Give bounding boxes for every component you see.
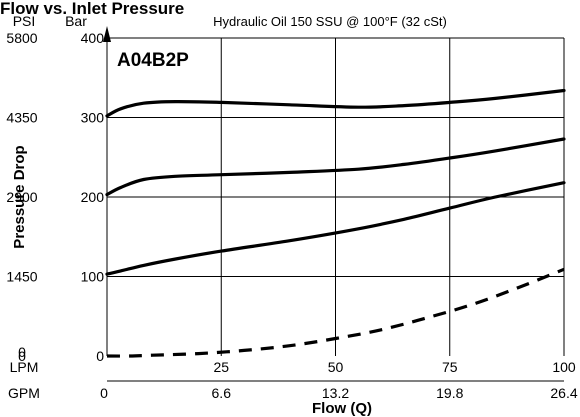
x-tick-label-origin: 0 xyxy=(18,344,26,360)
y-tick-label-bar: 300 xyxy=(81,110,105,126)
y-tick-label-psi: 1450 xyxy=(6,269,37,285)
x-unit-gpm: GPM xyxy=(8,385,40,401)
y-tick-label-psi: 2900 xyxy=(6,189,37,205)
y-tick-label-bar: 100 xyxy=(81,269,105,285)
y-tick-label-psi: 0 xyxy=(18,348,26,364)
x-tick-label-lpm: 25 xyxy=(213,359,229,375)
y-tick-label-psi: 5800 xyxy=(6,30,37,46)
series-lines xyxy=(105,88,566,358)
y-axis-label: Pressure Drop xyxy=(11,145,28,248)
x-unit-lpm: LPM xyxy=(10,359,39,375)
x-tick-label-gpm: 6.6 xyxy=(212,385,232,401)
x-tick-label-gpm: 0 xyxy=(100,385,108,401)
x-tick-label-lpm: 50 xyxy=(328,359,344,375)
y-axis-arrow xyxy=(103,26,111,42)
chart-title: Flow vs. Inlet Pressure xyxy=(0,0,184,18)
x-tick-label-lpm: 75 xyxy=(442,359,458,375)
chart-subtitle: Hydraulic Oil 150 SSU @ 100°F (32 cSt) xyxy=(213,14,447,29)
axes xyxy=(103,26,564,382)
x-tick-label-gpm: 26.4 xyxy=(550,385,577,401)
y-unit-bar: Bar xyxy=(65,13,87,29)
series-line-2 xyxy=(105,137,566,197)
y-tick-label-psi: 4350 xyxy=(6,110,37,126)
tick-labels: 0010014502002900300435040058000256.65013… xyxy=(6,30,577,401)
model-label: A04B2P xyxy=(117,50,189,71)
y-tick-label-bar: 200 xyxy=(81,189,105,205)
y-tick-label-bar: 0 xyxy=(96,348,104,364)
series-line-3 xyxy=(105,181,566,276)
y-tick-label-bar: 400 xyxy=(81,30,105,46)
y-unit-psi: PSI xyxy=(13,13,36,29)
x-tick-label-gpm: 19.8 xyxy=(436,385,463,401)
x-tick-label-gpm: 13.2 xyxy=(322,385,349,401)
x-axis-label: Flow (Q) xyxy=(312,400,372,417)
series-line-4 xyxy=(106,267,565,358)
series-line-1 xyxy=(105,88,566,118)
x-tick-label-lpm: 100 xyxy=(552,359,576,375)
